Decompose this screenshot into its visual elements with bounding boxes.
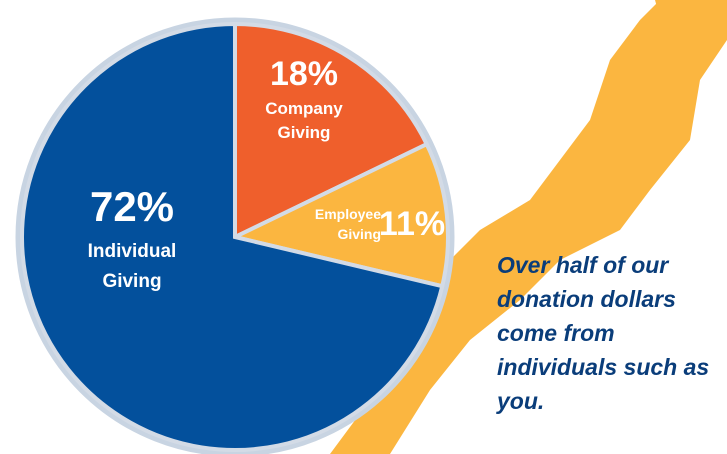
value-label: 11% <box>379 205 445 243</box>
slice-label: Company Giving <box>265 99 343 142</box>
slice-label: Individual Giving <box>88 241 177 292</box>
value-label: 72% <box>90 183 174 230</box>
map-background <box>330 0 727 454</box>
pie-border <box>15 17 455 454</box>
pie-slice <box>229 141 450 289</box>
slice-label: Employee Giving <box>315 206 381 242</box>
map-background <box>655 0 680 18</box>
caption: Over half of our donation dollars come f… <box>497 252 710 414</box>
pie-slice <box>233 21 430 241</box>
pie-slice <box>20 21 445 452</box>
value-label: 18% <box>270 55 338 93</box>
